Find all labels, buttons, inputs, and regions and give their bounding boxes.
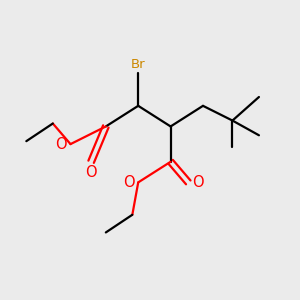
- Text: O: O: [55, 136, 67, 152]
- Text: O: O: [85, 165, 97, 180]
- Text: O: O: [192, 175, 203, 190]
- Text: Br: Br: [131, 58, 146, 71]
- Text: O: O: [123, 175, 135, 190]
